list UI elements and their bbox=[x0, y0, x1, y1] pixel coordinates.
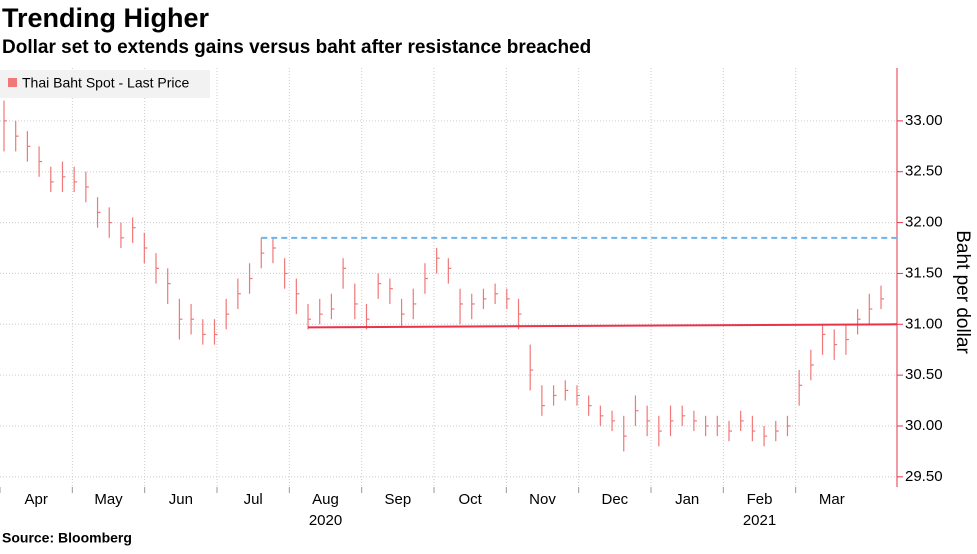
y-tick-label: 30.50 bbox=[905, 366, 943, 383]
level-line bbox=[308, 323, 898, 329]
year-label: 2021 bbox=[743, 512, 776, 529]
x-tick-label: Jul bbox=[244, 491, 263, 508]
x-tick-label: Aug bbox=[312, 491, 339, 508]
x-tick-label: Nov bbox=[529, 491, 556, 508]
x-tick-label: Mar bbox=[819, 491, 845, 508]
chart-title: Trending Higher bbox=[2, 3, 210, 33]
x-tick-label: Apr bbox=[24, 491, 47, 508]
legend-box bbox=[0, 70, 210, 98]
x-tick-label: Feb bbox=[747, 491, 773, 508]
x-tick-label: Oct bbox=[458, 491, 482, 508]
x-tick-label: Jun bbox=[169, 491, 193, 508]
y-tick-label: 29.50 bbox=[905, 468, 943, 485]
x-tick-label: Dec bbox=[601, 491, 628, 508]
y-tick-label: 31.50 bbox=[905, 264, 943, 281]
y-tick-label: 32.50 bbox=[905, 163, 943, 180]
legend-label: Thai Baht Spot - Last Price bbox=[22, 75, 190, 91]
y-tick-label: 30.00 bbox=[905, 417, 943, 434]
y-axis-title: Baht per dollar bbox=[952, 230, 973, 354]
x-tick-label: May bbox=[94, 491, 123, 508]
year-label: 2020 bbox=[309, 512, 342, 529]
legend: Thai Baht Spot - Last Price bbox=[0, 70, 210, 98]
x-tick-label: Jan bbox=[675, 491, 699, 508]
y-tick-label: 32.00 bbox=[905, 214, 943, 231]
y-tick-label: 33.00 bbox=[905, 112, 943, 129]
legend-swatch bbox=[8, 78, 17, 87]
chart-subtitle: Dollar set to extends gains versus baht … bbox=[2, 37, 591, 58]
x-tick-label: Sep bbox=[384, 491, 411, 508]
source: Source: Bloomberg bbox=[2, 530, 132, 546]
y-tick-label: 31.00 bbox=[905, 315, 943, 332]
